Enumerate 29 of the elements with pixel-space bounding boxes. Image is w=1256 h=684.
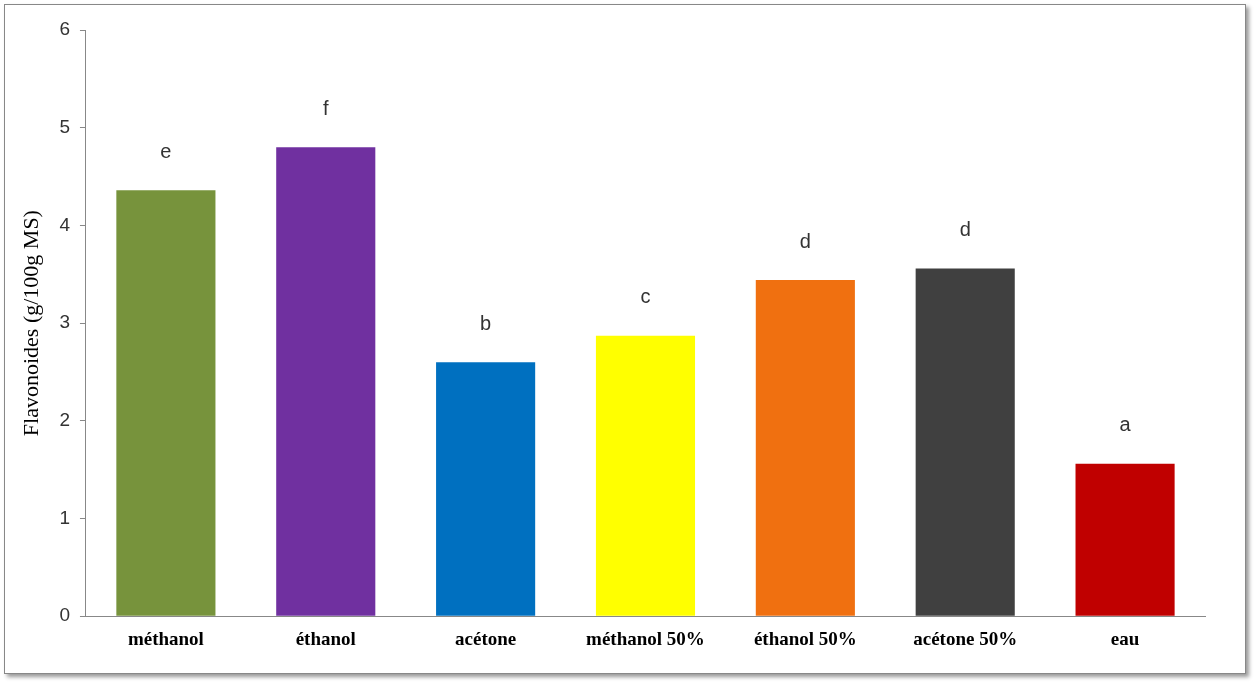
y-tick-label: 3 (59, 311, 70, 333)
y-tick-label: 1 (59, 506, 70, 528)
y-tick-label: 5 (59, 115, 70, 137)
bar (915, 268, 1015, 616)
bar (1075, 463, 1175, 616)
annotation: d (799, 229, 811, 252)
bar (755, 280, 855, 616)
annotation: d (959, 217, 971, 240)
x-tick-label: eau (1110, 627, 1140, 649)
annotation: a (1119, 413, 1132, 436)
bar (595, 335, 696, 616)
annotation: b (480, 311, 492, 334)
x-tick-label: acétone (455, 627, 517, 649)
annotation: f (322, 96, 329, 119)
annotation: e (160, 139, 172, 162)
x-tick-label: acétone 50% (913, 627, 1018, 649)
annotation: c (640, 285, 651, 308)
y-tick-label: 2 (59, 409, 70, 431)
y-tick-label: 6 (59, 18, 70, 40)
bar (116, 190, 216, 616)
x-tick-label: éthanol 50% (753, 627, 857, 649)
y-axis-title: Flavonoides (g/100g MS) (17, 210, 43, 437)
x-tick-label: éthanol (295, 627, 356, 649)
bar (436, 362, 536, 616)
x-tick-label: méthanol (127, 627, 204, 649)
y-tick-label: 4 (59, 213, 71, 235)
y-tick-label: 0 (59, 604, 70, 626)
bar (276, 147, 376, 616)
x-tick-label: méthanol 50% (586, 627, 705, 649)
